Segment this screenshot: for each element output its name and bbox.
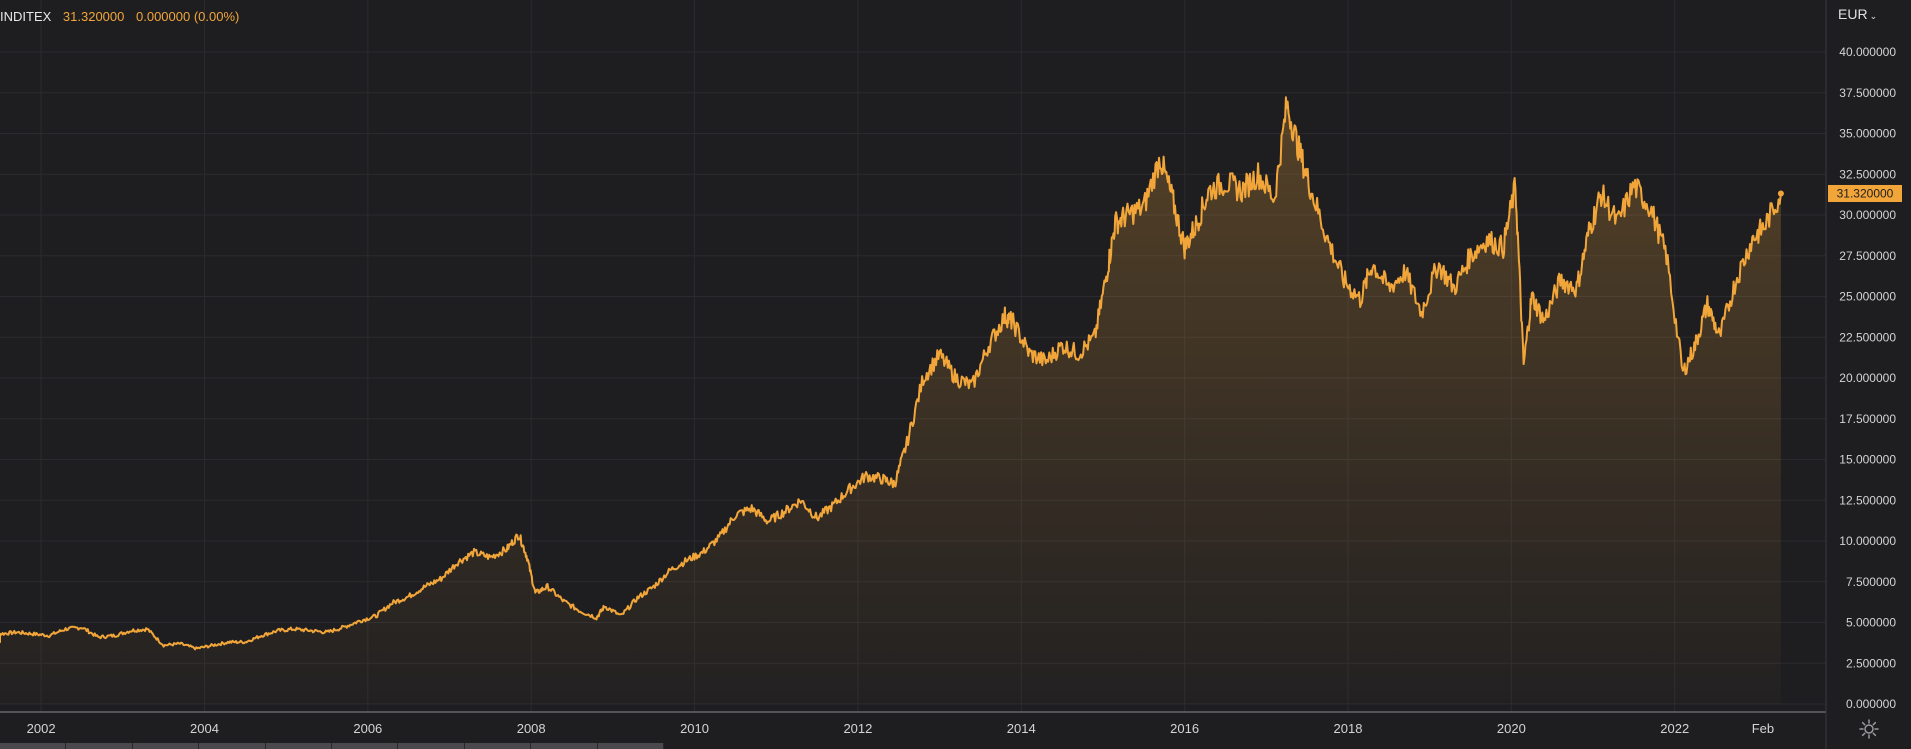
y-tick-label: 12.500000	[1839, 493, 1896, 507]
y-tick-label: 15.000000	[1839, 453, 1896, 467]
x-tick-label: 2022	[1660, 721, 1689, 736]
y-tick-label: 2.500000	[1846, 656, 1896, 670]
x-axis[interactable]: 2002 2004 2006 2008 2010 2012 2014 2016 2018 2020…	[27, 721, 1774, 736]
y-tick-label: 7.500000	[1846, 575, 1896, 589]
gear-icon[interactable]	[1858, 718, 1880, 740]
symbol-name: INDITEX	[0, 9, 52, 24]
scroll-segment[interactable]	[464, 743, 532, 749]
scroll-segment[interactable]	[597, 743, 665, 749]
last-price-label: 31.320000	[1837, 186, 1894, 200]
x-tick-label: 2020	[1497, 721, 1526, 736]
y-tick-label: 5.000000	[1846, 616, 1896, 630]
chevron-down-icon: ⌄	[1869, 11, 1878, 21]
y-tick-label: 25.000000	[1839, 290, 1896, 304]
price-line	[0, 96, 1782, 651]
y-tick-label: 32.500000	[1839, 167, 1896, 181]
x-tick-label: 2014	[1007, 721, 1036, 736]
y-tick-label: 17.500000	[1839, 412, 1896, 426]
scroll-segment[interactable]	[132, 743, 200, 749]
scroll-segment[interactable]	[332, 743, 399, 749]
price-area-fill	[0, 97, 1781, 705]
x-tick-label: 2008	[517, 721, 546, 736]
x-tick-label: 2012	[843, 721, 872, 736]
symbol-header: INDITEX 31.320000 0.000000 (0.00%)	[0, 9, 239, 24]
y-tick-label: 30.000000	[1839, 208, 1896, 222]
x-tick-label: 2016	[1170, 721, 1199, 736]
last-price-badge: 31.320000	[1828, 184, 1902, 202]
currency-label: EUR	[1838, 6, 1868, 22]
x-tick-label: Feb	[1752, 721, 1774, 736]
last-price-dot	[1777, 190, 1784, 197]
y-tick-label: 22.500000	[1839, 330, 1896, 344]
y-tick-label: 35.000000	[1839, 127, 1896, 141]
scroll-segment[interactable]	[66, 743, 133, 749]
y-tick-label: 10.000000	[1839, 534, 1896, 548]
scroll-segment[interactable]	[0, 743, 67, 749]
y-tick-label: 27.500000	[1839, 249, 1896, 263]
y-tick-label: 40.000000	[1839, 45, 1896, 59]
price-change: 0.000000 (0.00%)	[136, 9, 240, 24]
x-tick-label: 2006	[353, 721, 382, 736]
x-tick-label: 2010	[680, 721, 709, 736]
y-tick-label: 37.500000	[1839, 86, 1896, 100]
timeline-scrollbar[interactable]	[0, 743, 665, 749]
scroll-segment[interactable]	[265, 743, 333, 749]
y-tick-label: 20.000000	[1839, 371, 1896, 385]
x-tick-label: 2002	[27, 721, 56, 736]
x-tick-label: 2018	[1334, 721, 1363, 736]
y-axis[interactable]: 0.000000 2.500000 5.000000 7.500000 10.00000…	[1839, 45, 1896, 711]
scroll-segment[interactable]	[531, 743, 598, 749]
y-tick-label: 0.000000	[1846, 697, 1896, 711]
currency-selector[interactable]: EUR ⌄	[1838, 6, 1877, 22]
scroll-segment[interactable]	[199, 743, 266, 749]
scroll-segment[interactable]	[398, 743, 465, 749]
last-price-value: 31.320000	[62, 9, 125, 24]
x-tick-label: 2004	[190, 721, 219, 736]
